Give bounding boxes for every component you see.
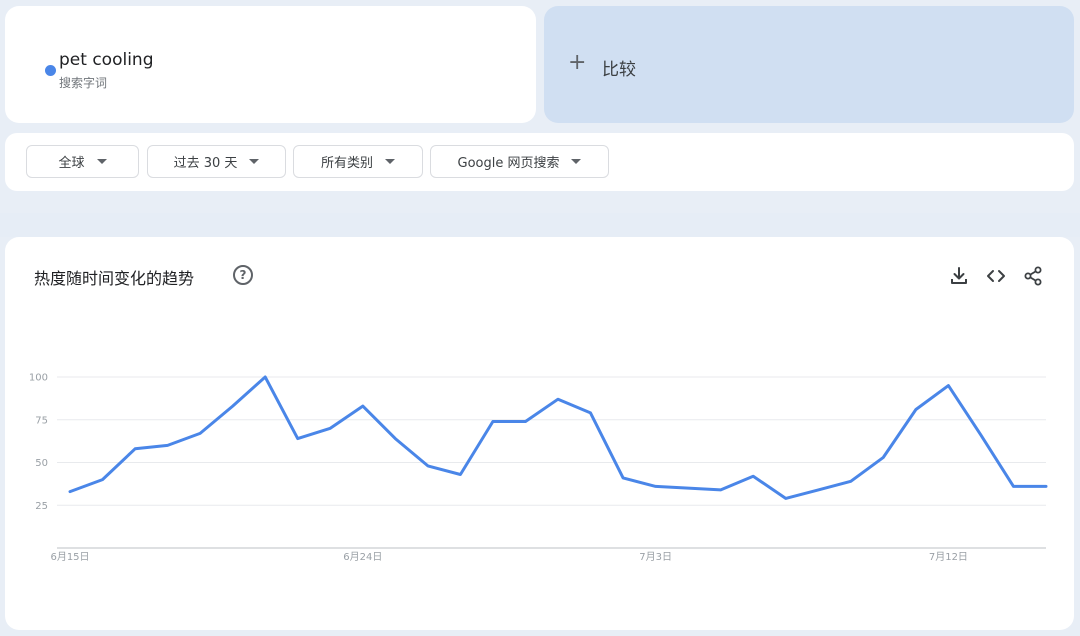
chevron-down-icon [96,159,107,164]
embed-code-icon[interactable] [984,264,1008,288]
search-term-card[interactable]: pet cooling 搜索字词 [5,6,536,123]
y-tick-label: 25 [35,501,48,512]
category-filter-label: 所有类别 [320,156,373,171]
y-tick-label: 100 [29,373,48,384]
help-icon[interactable]: ? [233,265,253,285]
time-range-filter-label: 过去 30 天 [173,156,238,171]
chevron-down-icon [249,159,260,164]
chevron-down-icon [571,159,582,164]
region-filter-dropdown[interactable]: 全球 [26,145,139,178]
region-filter-label: 全球 [58,156,85,171]
category-filter-dropdown[interactable]: 所有类别 [293,145,423,178]
x-tick-label: 6月24日 [343,551,382,563]
filter-bar: 全球 过去 30 天 所有类别 Google 网页搜索 [5,133,1074,191]
section-divider [0,213,1080,237]
compare-button[interactable]: + 比较 [544,6,1074,123]
trend-series-line [68,375,1048,500]
series-color-dot [45,65,56,76]
trend-line-chart: 25 50 75 100 6月15日 6月24日 7月3日 7月12日 [29,373,1048,563]
y-tick-label: 50 [35,458,48,469]
interest-over-time-card: 热度随时间变化的趋势 ? 25 50 75 100 6月15日 6月24日 7月3日 7月12… [5,237,1074,630]
x-tick-label: 7月3日 [639,551,672,563]
search-type-filter-label: Google 网页搜索 [457,156,560,171]
search-term-name[interactable]: pet cooling [59,50,154,70]
x-tick-label: 7月12日 [929,551,968,563]
chevron-down-icon [385,159,395,164]
search-type-filter-dropdown[interactable]: Google 网页搜索 [430,145,609,178]
x-tick-label: 6月15日 [50,551,89,563]
compare-label: 比较 [602,60,636,80]
y-tick-label: 75 [35,415,48,426]
chart-title: 热度随时间变化的趋势 [34,269,195,288]
time-range-filter-dropdown[interactable]: 过去 30 天 [147,145,286,178]
share-icon[interactable] [1021,264,1045,288]
download-icon[interactable] [947,264,971,288]
search-term-type: 搜索字词 [59,76,108,90]
plus-icon: + [568,50,587,75]
